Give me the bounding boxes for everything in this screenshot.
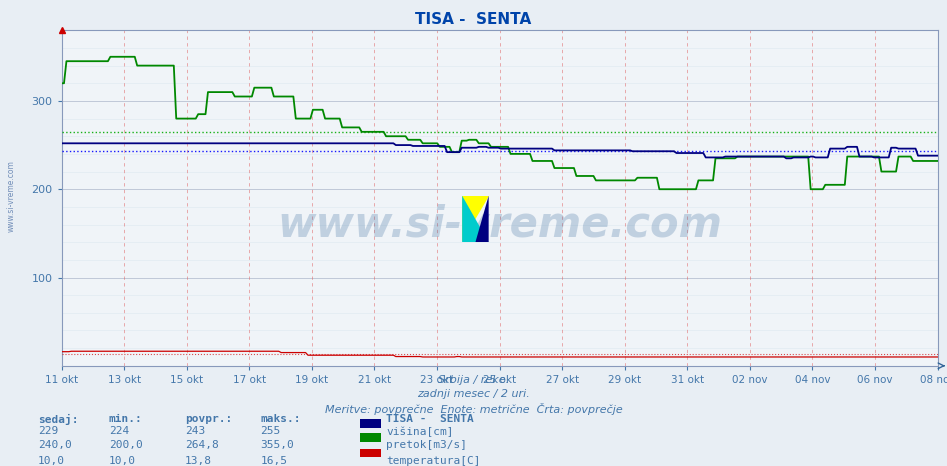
Text: 240,0: 240,0 xyxy=(38,440,72,450)
Text: 264,8: 264,8 xyxy=(185,440,219,450)
Text: 10,0: 10,0 xyxy=(38,456,65,466)
Text: povpr.:: povpr.: xyxy=(185,414,232,424)
Text: 16,5: 16,5 xyxy=(260,456,288,466)
Text: 200,0: 200,0 xyxy=(109,440,143,450)
Text: 243: 243 xyxy=(185,426,205,436)
Text: Srbija / reke.: Srbija / reke. xyxy=(438,375,509,385)
Text: temperatura[C]: temperatura[C] xyxy=(386,456,481,466)
Text: sedaj:: sedaj: xyxy=(38,414,79,425)
Text: 13,8: 13,8 xyxy=(185,456,212,466)
Text: zadnji mesec / 2 uri.: zadnji mesec / 2 uri. xyxy=(417,389,530,399)
Text: višina[cm]: višina[cm] xyxy=(386,426,454,437)
Text: TISA -  SENTA: TISA - SENTA xyxy=(416,12,531,27)
Text: 355,0: 355,0 xyxy=(260,440,295,450)
Text: TISA -  SENTA: TISA - SENTA xyxy=(386,414,474,424)
Text: pretok[m3/s]: pretok[m3/s] xyxy=(386,440,468,450)
Text: 224: 224 xyxy=(109,426,129,436)
Text: Meritve: povprečne  Enote: metrične  Črta: povprečje: Meritve: povprečne Enote: metrične Črta:… xyxy=(325,403,622,415)
Text: www.si-vreme.com: www.si-vreme.com xyxy=(277,204,722,246)
Text: 10,0: 10,0 xyxy=(109,456,136,466)
Text: min.:: min.: xyxy=(109,414,143,424)
Text: maks.:: maks.: xyxy=(260,414,301,424)
Polygon shape xyxy=(475,196,489,242)
Text: www.si-vreme.com: www.si-vreme.com xyxy=(7,160,16,232)
Text: 255: 255 xyxy=(260,426,280,436)
Polygon shape xyxy=(462,196,489,242)
Polygon shape xyxy=(462,196,489,242)
Text: 229: 229 xyxy=(38,426,58,436)
